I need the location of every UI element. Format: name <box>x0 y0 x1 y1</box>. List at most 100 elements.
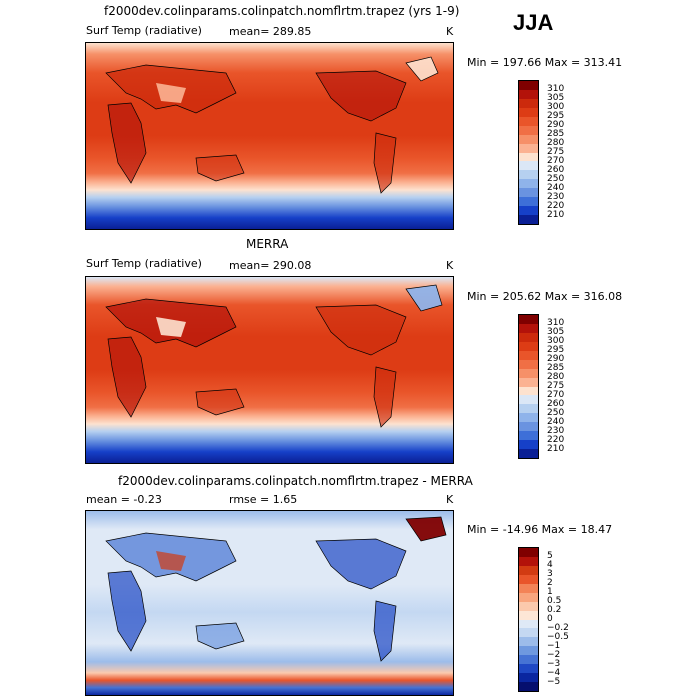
colorbar-label: −0.5 <box>547 631 569 642</box>
colorbar-swatch <box>519 449 538 458</box>
panel2-variable-label: Surf Temp (radiative) <box>86 257 202 270</box>
colorbar-swatch <box>519 206 538 216</box>
colorbar-label: 230 <box>547 191 565 202</box>
season-label: JJA <box>513 10 554 35</box>
colorbar-swatch <box>519 323 538 333</box>
colorbar-label: 250 <box>547 173 565 184</box>
colorbar-label: 285 <box>547 129 565 140</box>
colorbar-swatch <box>519 646 538 656</box>
colorbar-label: 305 <box>547 327 565 338</box>
colorbar-label: 270 <box>547 389 565 400</box>
colorbar-label: 2 <box>547 578 553 589</box>
panel1-map <box>85 42 454 230</box>
colorbar-swatch <box>519 81 538 90</box>
colorbar-swatch <box>519 143 538 153</box>
colorbar-swatch <box>519 664 538 674</box>
colorbar-swatch <box>519 161 538 171</box>
colorbar-swatch <box>519 637 538 647</box>
colorbar-label: 305 <box>547 93 565 104</box>
colorbar-swatch <box>519 197 538 207</box>
colorbar-label: 295 <box>547 111 565 122</box>
colorbar-swatch <box>519 673 538 683</box>
colorbar-label: −0.2 <box>547 622 569 633</box>
panel1-colorbar <box>518 80 539 225</box>
panel3-rmse-label: rmse = 1.65 <box>229 493 298 506</box>
panel2-map <box>85 276 454 464</box>
panel2-colorbar <box>518 314 539 459</box>
colorbar-swatch <box>519 359 538 369</box>
colorbar-label: 0.2 <box>547 605 562 616</box>
panel3-map-field <box>86 511 453 695</box>
colorbar-swatch <box>519 583 538 593</box>
colorbar-label: 300 <box>547 102 565 113</box>
colorbar-label: 275 <box>547 147 565 157</box>
colorbar-swatch <box>519 395 538 405</box>
panel3-title: f2000dev.colinparams.colinpatch.nomflrtm… <box>118 474 473 488</box>
colorbar-swatch <box>519 592 538 602</box>
colorbar-swatch <box>519 98 538 108</box>
colorbar-label: 220 <box>547 200 565 211</box>
colorbar-swatch <box>519 601 538 611</box>
panel2-mean-label: mean= 290.08 <box>229 259 312 272</box>
panel1-minmax: Min = 197.66 Max = 313.41 <box>467 56 623 69</box>
colorbar-swatch <box>519 170 538 180</box>
colorbar-swatch <box>519 574 538 584</box>
panel1-title: f2000dev.colinparams.colinpatch.nomflrtm… <box>104 4 460 18</box>
colorbar-label: −4 <box>547 667 561 678</box>
colorbar-label: 3 <box>547 569 553 580</box>
panel3-mean-label: mean = -0.23 <box>86 493 162 506</box>
colorbar-swatch <box>519 179 538 189</box>
colorbar-swatch <box>519 440 538 450</box>
panel2-map-field <box>86 277 453 463</box>
colorbar-swatch <box>519 89 538 99</box>
colorbar-label: 280 <box>547 138 565 149</box>
colorbar-swatch <box>519 431 538 441</box>
colorbar-label: 0.5 <box>547 596 562 607</box>
colorbar-label: 300 <box>547 336 565 347</box>
colorbar-label: 210 <box>547 443 565 454</box>
colorbar-swatch <box>519 619 538 629</box>
colorbar-swatch <box>519 413 538 423</box>
colorbar-label: 0 <box>547 614 553 624</box>
colorbar-label: 240 <box>547 182 565 193</box>
colorbar-label: 240 <box>547 416 565 427</box>
colorbar-label: 285 <box>547 363 565 374</box>
colorbar-swatch <box>519 628 538 638</box>
panel1-map-field <box>86 43 453 229</box>
panel2-units: K <box>446 259 454 272</box>
colorbar-swatch <box>519 125 538 135</box>
colorbar-swatch <box>519 404 538 414</box>
colorbar-label: −5 <box>547 676 561 687</box>
colorbar-swatch <box>519 116 538 126</box>
colorbar-swatch <box>519 610 538 620</box>
colorbar-swatch <box>519 386 538 396</box>
colorbar-swatch <box>519 556 538 566</box>
panel3-units: K <box>446 493 454 506</box>
colorbar-swatch <box>519 152 538 162</box>
colorbar-label: −1 <box>547 640 561 651</box>
colorbar-label: 260 <box>547 398 565 409</box>
colorbar-swatch <box>519 565 538 575</box>
panel1-units: K <box>446 25 454 38</box>
colorbar-label: 310 <box>547 84 565 95</box>
colorbar-swatch <box>519 368 538 378</box>
colorbar-label: 290 <box>547 120 565 131</box>
colorbar-swatch <box>519 215 538 224</box>
colorbar-swatch <box>519 341 538 351</box>
colorbar-label: 1 <box>547 587 553 598</box>
colorbar-swatch <box>519 315 538 324</box>
colorbar-swatch <box>519 134 538 144</box>
colorbar-swatch <box>519 548 538 557</box>
panel1-mean-label: mean= 289.85 <box>229 25 312 38</box>
colorbar-label: 220 <box>547 434 565 445</box>
colorbar-label: −3 <box>547 658 561 669</box>
panel2-title: MERRA <box>246 237 289 251</box>
colorbar-label: 5 <box>547 551 553 562</box>
panel3-map <box>85 510 454 696</box>
colorbar-swatch <box>519 655 538 665</box>
colorbar-label: 310 <box>547 318 565 329</box>
colorbar-swatch <box>519 188 538 198</box>
colorbar-label: 270 <box>547 155 565 166</box>
colorbar-swatch <box>519 350 538 360</box>
colorbar-swatch <box>519 377 538 387</box>
